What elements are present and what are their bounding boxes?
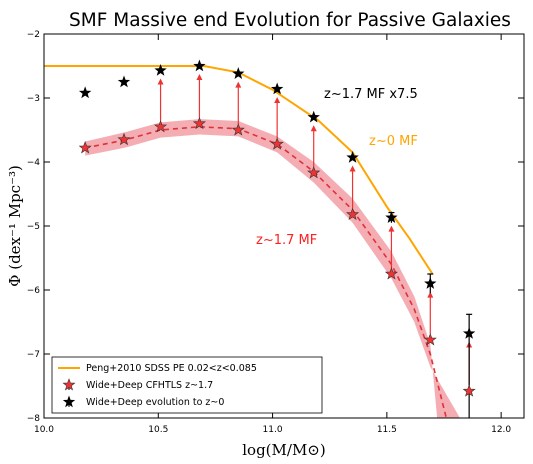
annotation-z17-scaled: z~1.7 MF x7.5 bbox=[324, 87, 418, 102]
confidence-band-layer bbox=[85, 119, 460, 418]
x-tick-label: 12.0 bbox=[491, 425, 511, 435]
legend-box bbox=[51, 356, 323, 414]
evolution-arrow-head bbox=[349, 165, 356, 172]
z17-star-point bbox=[154, 119, 168, 133]
evolution-arrow-head bbox=[196, 74, 203, 80]
legend-swatch-z17-icon bbox=[62, 378, 76, 391]
y-tick-label: −7 bbox=[27, 350, 40, 360]
x-tick-label: 11.5 bbox=[377, 425, 397, 435]
legend-label-z17: Wide+Deep CFHTLS z~1.7 bbox=[86, 380, 213, 391]
z17-star-point bbox=[384, 267, 398, 280]
z0-star-point bbox=[307, 110, 320, 123]
confidence-band bbox=[85, 119, 460, 418]
legend-swatch-z0-icon bbox=[62, 395, 76, 408]
evolution-arrows-layer bbox=[157, 74, 473, 386]
z0-star-point bbox=[193, 59, 206, 72]
z17-star-point bbox=[231, 123, 245, 136]
z0-star-point bbox=[154, 63, 167, 76]
z0-star-point bbox=[117, 75, 131, 88]
y-axis: −8 −7 −6 −5 −4 −3 −2 bbox=[27, 30, 524, 424]
x-tick-label: 10.5 bbox=[148, 425, 168, 435]
y-tick-label: −5 bbox=[27, 222, 40, 232]
y-tick-label: −4 bbox=[27, 158, 41, 168]
z0-star-point bbox=[270, 82, 284, 95]
evolution-arrow-head bbox=[388, 225, 395, 232]
legend-star-z0 bbox=[62, 395, 76, 408]
evolution-arrow-head bbox=[274, 97, 281, 104]
z17-star-point bbox=[462, 384, 476, 397]
evolution-arrow-head bbox=[157, 78, 164, 85]
z0-star-point bbox=[385, 211, 398, 223]
y-tick-label: −2 bbox=[27, 30, 40, 40]
x-tick-label: 11.0 bbox=[263, 425, 283, 435]
legend: Peng+2010 SDSS PE 0.02<z<0.085 Wide+Deep… bbox=[51, 356, 323, 414]
evolution-arrow-head bbox=[310, 125, 317, 132]
z17-star-point bbox=[78, 141, 92, 154]
z17-star-point bbox=[307, 166, 321, 179]
y-tick-label: −8 bbox=[27, 414, 41, 424]
z0-star-point bbox=[462, 327, 476, 339]
x-axis: 10.0 10.5 11.0 11.5 12.0 bbox=[34, 34, 511, 435]
legend-label-z0: Wide+Deep evolution to z~0 bbox=[86, 397, 224, 408]
z17-star-point bbox=[117, 132, 131, 146]
z0-star-point bbox=[424, 277, 437, 289]
y-axis-label: Φ (dex⁻¹ Mpc⁻³) bbox=[6, 165, 24, 287]
chart-title: SMF Massive end Evolution for Passive Ga… bbox=[69, 10, 511, 31]
z17-star-point bbox=[270, 137, 284, 150]
z0-star-point bbox=[232, 67, 245, 79]
z17-star-point bbox=[192, 116, 206, 130]
x-axis-label: log(M/M⊙) bbox=[242, 441, 325, 459]
y-tick-label: −3 bbox=[27, 94, 40, 104]
y-tick-label: −6 bbox=[27, 286, 41, 296]
z0-star-point bbox=[78, 86, 92, 99]
z17-star-point bbox=[346, 207, 360, 221]
points-layer bbox=[78, 59, 476, 418]
annotation-z17: z~1.7 MF bbox=[256, 233, 317, 248]
z0-star-point bbox=[346, 151, 359, 163]
evolution-arrow-head bbox=[235, 81, 242, 88]
x-tick-label: 10.0 bbox=[34, 425, 54, 435]
z17-star-point bbox=[423, 333, 437, 346]
legend-star-z17 bbox=[62, 378, 76, 391]
z17-fit-dashed-line bbox=[84, 125, 448, 418]
legend-label-peng: Peng+2010 SDSS PE 0.02<z<0.085 bbox=[86, 363, 257, 374]
annotation-z0: z~0 MF bbox=[369, 134, 418, 149]
evolution-arrow-head bbox=[427, 291, 434, 298]
